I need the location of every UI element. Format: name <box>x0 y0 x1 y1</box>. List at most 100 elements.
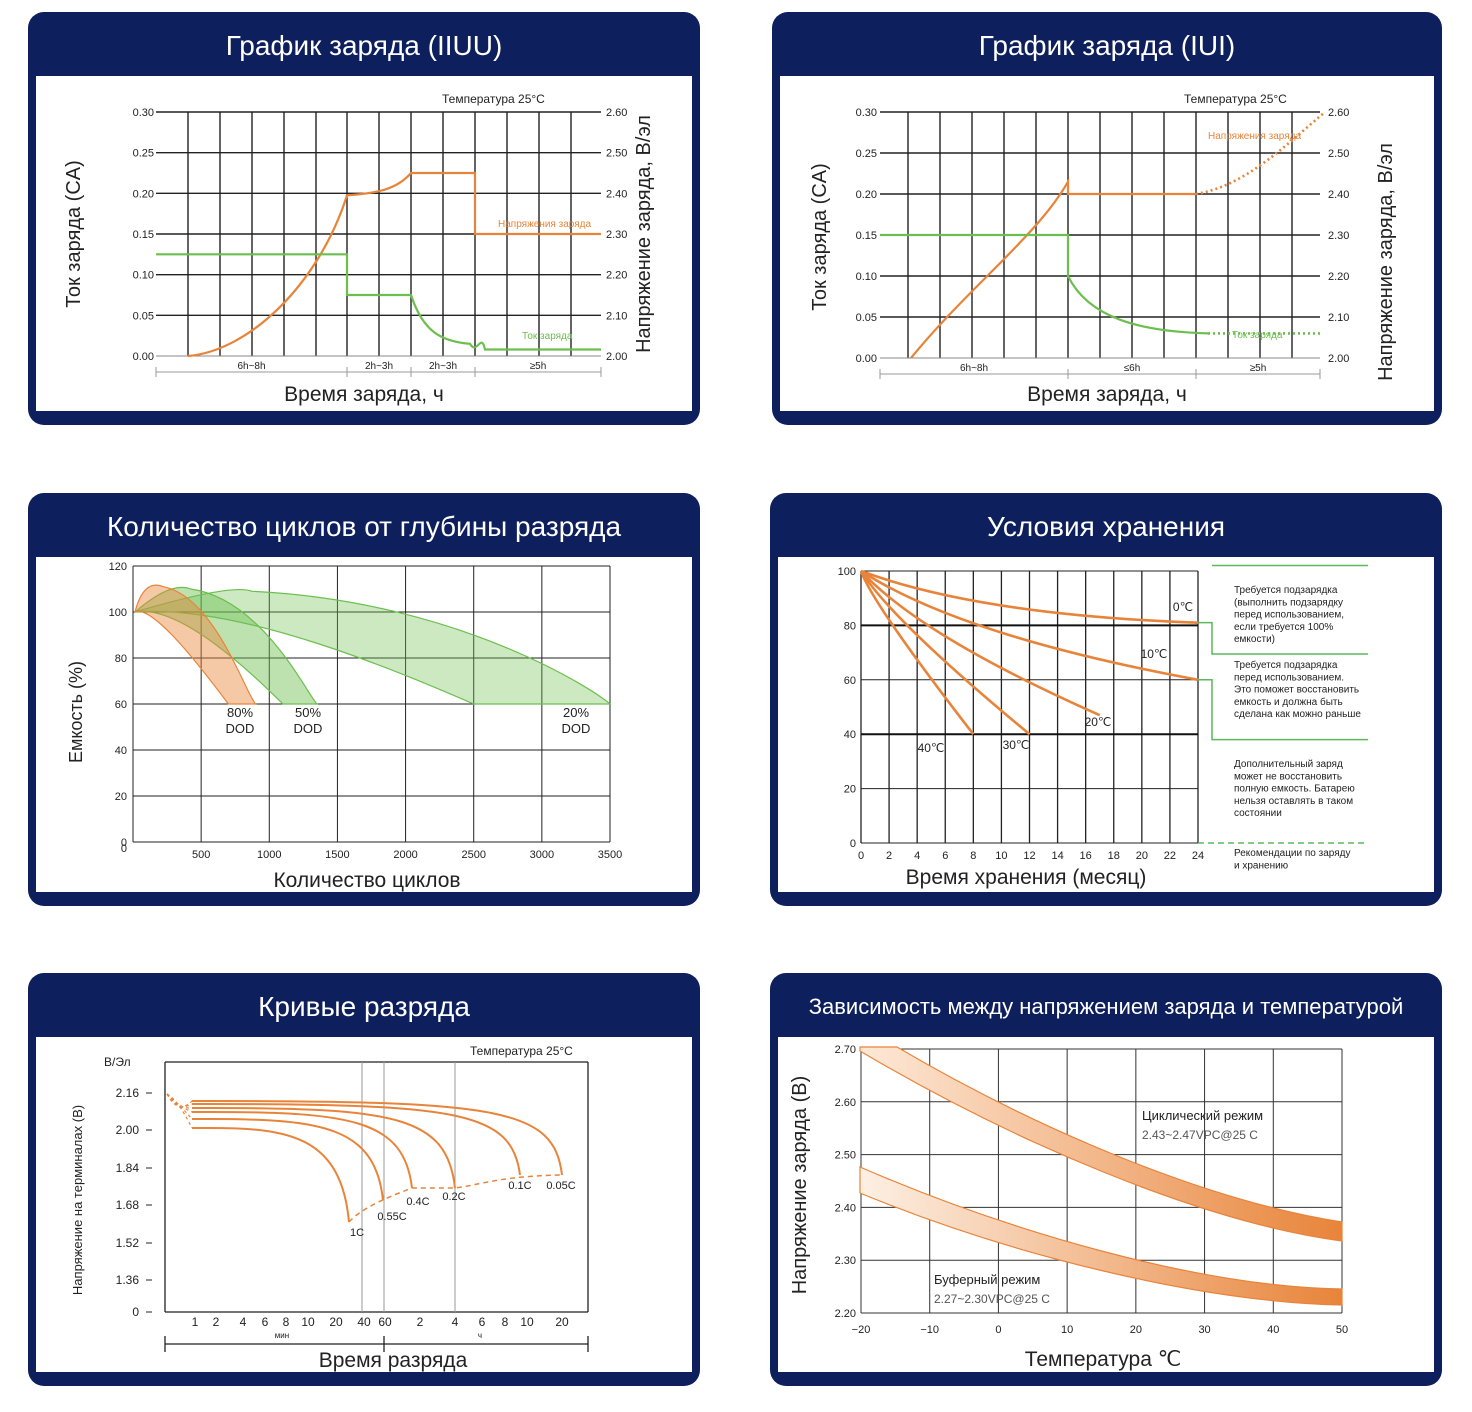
x-tick-label: 14 <box>1051 850 1063 862</box>
series-label: 0.55C <box>377 1211 406 1223</box>
chart-title: Условия хранения <box>986 511 1226 542</box>
x-tick-label: 20 <box>1130 1324 1142 1336</box>
x-tick-label: 8 <box>283 1315 290 1329</box>
y2-tick-label: 2.40 <box>606 188 627 200</box>
series-band-0 <box>134 584 258 705</box>
voltage-series-dotted <box>1195 111 1326 196</box>
x-tick-label: 500 <box>192 849 210 861</box>
discharge-series <box>192 1107 456 1189</box>
series-label: 0.4C <box>406 1196 429 1208</box>
y-tick-label: 0.25 <box>133 148 154 160</box>
y-tick-label: 20 <box>844 784 856 796</box>
y2-tick-label: 2.50 <box>1328 148 1349 160</box>
y2-tick-label: 2.10 <box>606 310 627 322</box>
cyclic-band <box>859 1046 1343 1242</box>
chart-area <box>36 1037 692 1372</box>
y-tick-label: 40 <box>115 745 127 757</box>
series-label-cyclic: 2.43~2.47VPC@25 C <box>1142 1128 1258 1142</box>
y-tick-label: 2.40 <box>835 1202 856 1214</box>
x-tick-label: −20 <box>852 1324 871 1336</box>
temperature-note: Температура 25°C <box>470 1044 573 1058</box>
y-tick-label: 1.84 <box>116 1161 140 1175</box>
phase-label: ≥5h <box>1250 363 1267 374</box>
x-tick-label: 24 <box>1192 850 1204 862</box>
y-tick-label: 0.05 <box>133 310 154 322</box>
series-name-float: Буферный режим <box>934 1272 1040 1287</box>
phase-label: 2h~3h <box>365 361 393 372</box>
y-tick-label: 100 <box>838 566 856 578</box>
x-tick-label: 1 <box>192 1315 199 1329</box>
phase-label: 6h~8h <box>960 363 988 374</box>
y-tick-label: 0.30 <box>856 107 877 119</box>
y2-tick-label: 2.60 <box>606 107 627 119</box>
chart-title: График заряда (IIUU) <box>225 30 503 61</box>
series-band-1 <box>132 586 319 705</box>
series-label: 10℃ <box>1141 647 1168 661</box>
chart-panel-cycles: Количество циклов от глубины разряда 0 20… <box>28 493 700 906</box>
x-tick-label: 0 <box>858 850 864 862</box>
x-tick-label: 20 <box>329 1315 343 1329</box>
y-tick-label: 0.30 <box>133 107 154 119</box>
chart-area <box>778 557 1434 892</box>
current-series <box>880 233 1209 335</box>
chart-svg-discharge: 01.361.521.681.842.002.16В/Эл1 2 4 6 8 10 20 40… <box>70 1044 589 1372</box>
y2-tick-label: 2.30 <box>1328 230 1349 242</box>
y-tick-label: 40 <box>844 729 856 741</box>
series-label-float: 2.27~2.30VPC@25 C <box>934 1292 1050 1306</box>
y-axis-label: Ток заряда (CA) <box>809 163 831 311</box>
x-tick-label: 18 <box>1108 850 1120 862</box>
x-tick-label: 6 <box>262 1315 269 1329</box>
y2-axis-label: Напряжение заряда, В/эл <box>633 115 655 353</box>
zone-description: Рекомендации по заряду и хранению <box>1234 848 1350 871</box>
series-label-dod: DOD <box>294 721 323 736</box>
x-tick-label: 10 <box>1061 1324 1073 1336</box>
chart-title: График заряда (IUI) <box>978 30 1236 61</box>
y2-tick-label: 2.50 <box>606 148 627 160</box>
x-tick-label: 30 <box>1198 1324 1210 1336</box>
cutoff-line <box>348 1174 563 1223</box>
y-tick-label: 2.60 <box>835 1097 856 1109</box>
y-axis-label: Ток заряда (CA) <box>63 160 85 308</box>
y-tick-label: 0.00 <box>856 353 877 365</box>
y-tick-label: 1.68 <box>116 1198 140 1212</box>
x-unit-min: мин <box>275 1331 289 1340</box>
y-tick-label: 0.20 <box>133 188 154 200</box>
series-label: 0.05C <box>546 1180 575 1192</box>
y2-tick-label: 2.60 <box>1328 107 1349 119</box>
y-tick-label: 0.15 <box>856 230 877 242</box>
x-tick-label: 4 <box>240 1315 247 1329</box>
x-tick-label: 20 <box>555 1315 569 1329</box>
y-tick-label: 20 <box>115 791 127 803</box>
series-label: 1C <box>350 1227 364 1239</box>
series-band-2 <box>134 588 612 705</box>
y2-tick-label: 2.20 <box>606 270 627 282</box>
x-tick-label: 16 <box>1080 850 1092 862</box>
series-label-current: Ток заряда <box>1232 330 1283 341</box>
phase-label: ≥5h <box>530 361 547 372</box>
y-tick-label: 60 <box>115 699 127 711</box>
x-axis-label: Количество циклов <box>273 869 460 892</box>
x-tick-label: 22 <box>1164 850 1176 862</box>
series-label-voltage: Напряжения заряда <box>1208 131 1301 142</box>
phase-label: 2h~3h <box>429 361 457 372</box>
phase-label: 6h~8h <box>237 361 265 372</box>
y-tick-label: 0.10 <box>856 271 877 283</box>
y-tick-label: 0 <box>121 837 127 849</box>
y-tick-label: 2.00 <box>116 1123 140 1137</box>
storage-series <box>859 570 975 735</box>
x-tick-label: 60 <box>378 1315 392 1329</box>
x-tick-label: 50 <box>1336 1324 1348 1336</box>
x-axis-label: Время заряда, ч <box>284 383 444 406</box>
chart-title: Зависимость между напряжением заряда и т… <box>808 994 1404 1019</box>
x-tick-label: 2000 <box>393 849 417 861</box>
y-axis-label: Емкость (%) <box>66 661 86 763</box>
chart-area <box>36 76 692 411</box>
series-label-dod: DOD <box>226 721 255 736</box>
series-label: 20℃ <box>1085 715 1112 729</box>
y-tick-label: 0.25 <box>856 148 877 160</box>
y2-tick-label: 2.20 <box>1328 271 1349 283</box>
y2-tick-label: 2.40 <box>1328 189 1349 201</box>
y-tick-label: 1.36 <box>116 1273 140 1287</box>
x-axis-label: Температура ℃ <box>1025 1348 1182 1371</box>
